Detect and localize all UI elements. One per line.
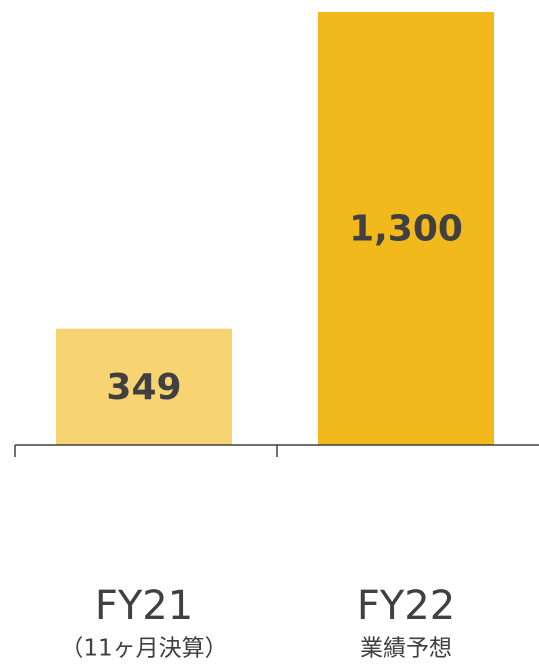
bar: [56, 328, 232, 445]
x-tick-label: FY22: [357, 583, 455, 629]
x-tick-sublabel: （11ヶ月決算）: [60, 636, 227, 662]
value-label: 1,300: [349, 209, 463, 250]
bar: [318, 12, 494, 445]
x-tick-sublabel: 業績予想: [360, 636, 452, 662]
value-label: 349: [106, 367, 181, 408]
x-tick-label: FY21: [95, 583, 193, 629]
